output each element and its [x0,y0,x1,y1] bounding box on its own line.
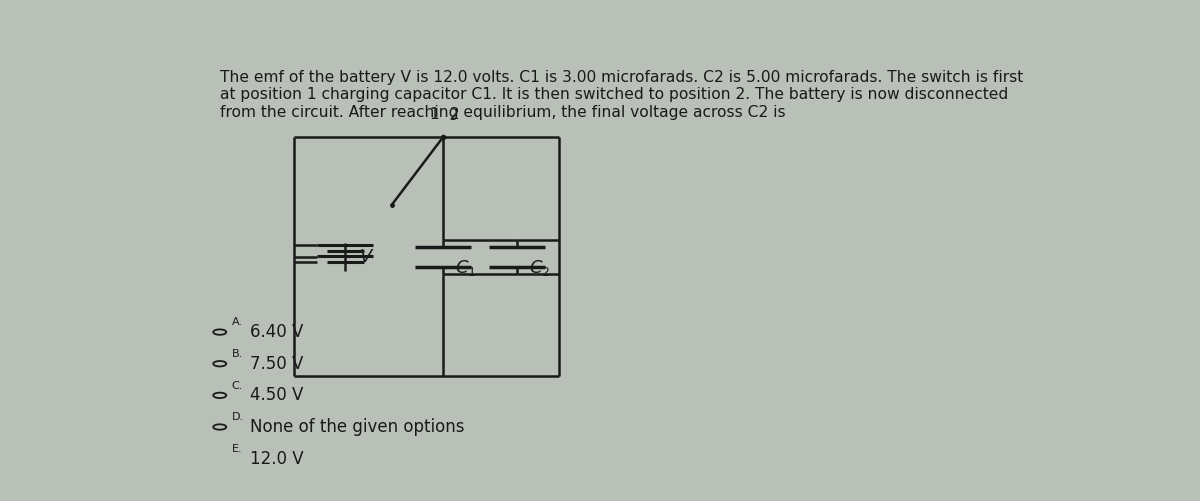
Text: B.: B. [232,349,244,359]
Text: The emf of the battery V is 12.0 volts. C1 is 3.00 microfarads. C2 is 5.00 micro: The emf of the battery V is 12.0 volts. … [220,70,1022,120]
Text: 1: 1 [428,107,438,122]
Text: D.: D. [232,412,244,422]
Text: A.: A. [232,318,242,328]
Text: $C_2$: $C_2$ [529,259,551,279]
Text: 12.0 V: 12.0 V [251,449,304,467]
Text: E.: E. [232,444,242,454]
Text: 4.50 V: 4.50 V [251,386,304,404]
Text: 6.40 V: 6.40 V [251,323,304,341]
Text: $C_1$: $C_1$ [455,259,476,279]
Text: 7.50 V: 7.50 V [251,355,304,373]
Text: C.: C. [232,381,244,391]
Text: None of the given options: None of the given options [251,418,464,436]
Text: 2: 2 [450,107,460,122]
Text: V: V [359,248,372,266]
